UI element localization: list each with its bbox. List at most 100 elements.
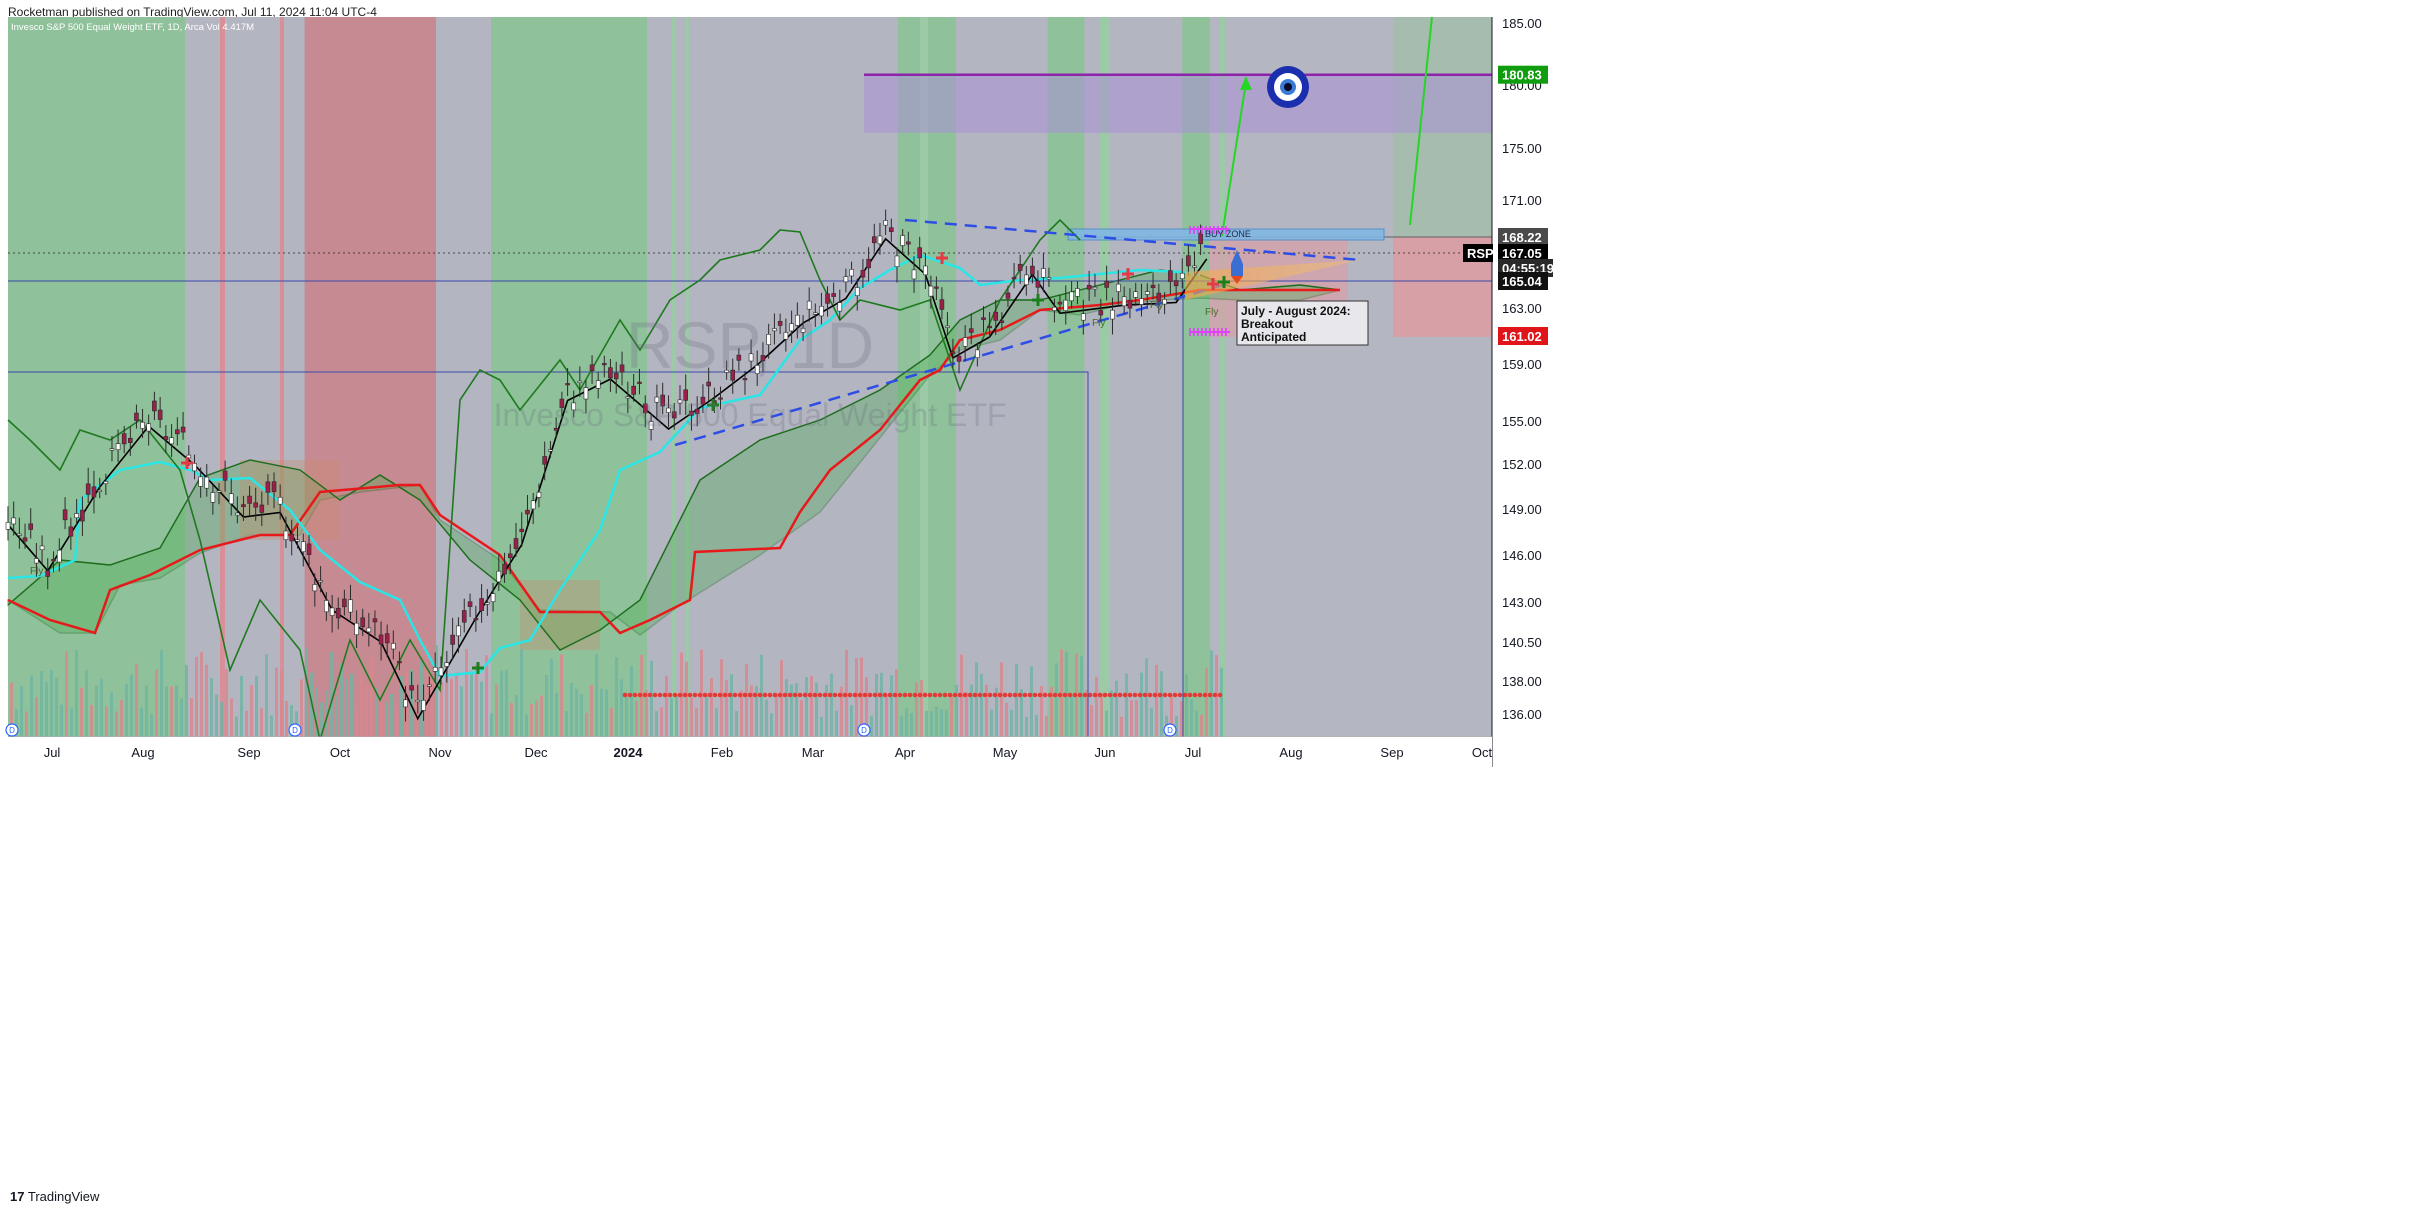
- volume-bar: [775, 692, 778, 737]
- volume-marker-dot: [712, 692, 718, 698]
- candle-body: [666, 407, 671, 413]
- x-tick-label: Feb: [711, 745, 733, 760]
- volume-bar: [985, 684, 988, 737]
- dividend-icon[interactable]: D: [5, 723, 19, 737]
- candle-body: [186, 454, 192, 459]
- volume-bar: [790, 684, 793, 737]
- regime-zone-green: [1047, 17, 1085, 737]
- volume-bar: [825, 684, 828, 737]
- volume-bar: [735, 710, 738, 737]
- volume-bar: [1180, 701, 1183, 737]
- candle-body: [152, 400, 157, 412]
- volume-marker-dot: [807, 692, 813, 698]
- svg-text:167.05: 167.05: [1502, 246, 1542, 261]
- volume-bar: [870, 715, 873, 737]
- candle-body: [530, 500, 536, 510]
- candle-body: [128, 437, 133, 443]
- volume-bar: [1135, 700, 1138, 737]
- volume-bar: [1190, 699, 1193, 737]
- axes: 185.00180.00175.00171.00168.00165.00163.…: [8, 0, 2411, 1215]
- candle-body: [671, 411, 677, 419]
- candle-body: [192, 463, 197, 472]
- volume-marker-dot: [947, 692, 953, 698]
- volume-bar: [875, 673, 878, 737]
- candle-body: [421, 700, 426, 711]
- target-price-label: 180.83: [1498, 65, 1548, 84]
- volume-bar: [1105, 710, 1108, 737]
- volume-bar: [630, 665, 633, 737]
- volume-marker-dot: [1217, 692, 1223, 698]
- ichimoku-cloud: [7, 269, 1341, 651]
- volume-bar: [450, 678, 453, 737]
- candle-body: [513, 538, 519, 549]
- volume-bar: [525, 714, 528, 737]
- candle-body: [724, 369, 729, 373]
- volume-marker-dot: [1042, 692, 1048, 698]
- volume-bar: [130, 674, 133, 737]
- dividend-icon[interactable]: D: [1163, 723, 1177, 737]
- candle-body: [204, 476, 210, 489]
- volume-bar: [285, 700, 288, 737]
- candle-body: [760, 355, 766, 362]
- volume-bar: [650, 660, 653, 737]
- candle-body: [975, 349, 980, 358]
- volume-bar: [435, 644, 438, 737]
- volume-bar: [1120, 716, 1123, 737]
- candle-body: [1024, 274, 1029, 286]
- x-tick-label: Jun: [1095, 745, 1116, 760]
- volume-marker-dot: [817, 692, 823, 698]
- volume-marker-dot: [1102, 692, 1108, 698]
- rocket-icon: [1231, 250, 1243, 284]
- volume-marker-dot: [992, 692, 998, 698]
- volume-bar: [215, 694, 218, 737]
- candle-body: [397, 661, 402, 664]
- volume-bar: [850, 705, 853, 737]
- volume-bar: [75, 650, 78, 737]
- candle-body: [1104, 280, 1109, 288]
- volume-bar: [705, 693, 708, 737]
- volume-bar: [165, 686, 168, 737]
- volume-marker-dot: [677, 692, 683, 698]
- volume-marker-dot: [787, 692, 793, 698]
- x-tick-label: 2024: [614, 745, 644, 760]
- volume-bar: [660, 707, 663, 737]
- volume-bar: [280, 670, 283, 737]
- candle-body: [473, 618, 479, 621]
- volume-bar: [980, 673, 983, 737]
- candle-body: [831, 293, 836, 297]
- volume-marker-dot: [1072, 692, 1078, 698]
- volume-marker-dot: [972, 692, 978, 698]
- volume-bar: [890, 675, 893, 737]
- candle-body: [962, 337, 968, 347]
- volume-bar: [380, 701, 383, 737]
- volume-bar: [690, 697, 693, 737]
- y-tick-label: 149.00: [1502, 502, 1542, 517]
- volume-marker-dot: [1162, 692, 1168, 698]
- candle-body: [536, 491, 542, 498]
- volume-bar: [555, 692, 558, 737]
- candle-body: [318, 580, 323, 583]
- x-tick-label: Aug: [1279, 745, 1302, 760]
- tradingview-footer[interactable]: 17 TradingView: [10, 1189, 99, 1204]
- candle-body: [1144, 291, 1150, 295]
- volume-marker-dot: [917, 692, 923, 698]
- watermark-name: Invesco S&P 500 Equal Weight ETF: [494, 397, 1007, 433]
- volume-bar: [1125, 673, 1128, 737]
- volume-bar: [1115, 680, 1118, 737]
- candle-body: [91, 486, 97, 498]
- volume-bar: [865, 677, 868, 737]
- signal-cross-icon: [1218, 276, 1230, 288]
- candle-body: [923, 265, 928, 276]
- volume-bar: [1205, 667, 1208, 737]
- volume-bar: [645, 690, 648, 737]
- volume-marker-dot: [657, 692, 663, 698]
- volume-bar: [365, 683, 368, 737]
- dividend-icon[interactable]: D: [288, 723, 302, 737]
- regime-stripe: [672, 17, 676, 737]
- dividend-icon[interactable]: D: [857, 723, 871, 737]
- volume-bar: [245, 710, 248, 737]
- candle-body: [700, 396, 706, 405]
- volume-marker-dot: [672, 692, 678, 698]
- volume-marker-dot: [822, 692, 828, 698]
